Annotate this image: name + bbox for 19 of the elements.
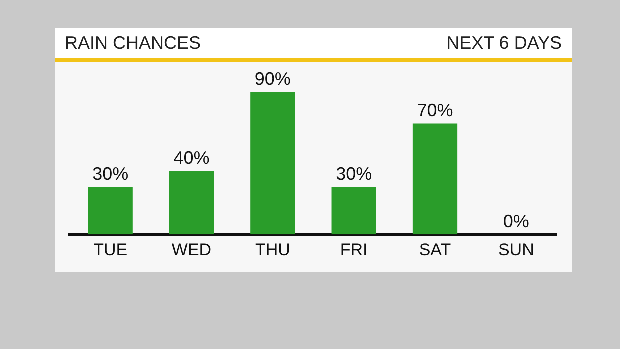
chart-subtitle: NEXT 6 DAYS xyxy=(446,33,562,54)
data-label: 0% xyxy=(503,212,530,232)
bar xyxy=(332,187,376,235)
x-tick-label: FRI xyxy=(340,240,368,260)
data-label: 40% xyxy=(174,148,210,168)
data-label: 30% xyxy=(336,164,372,184)
bar xyxy=(169,171,214,235)
x-tick-label: SUN xyxy=(498,240,534,260)
data-label: 30% xyxy=(92,164,129,184)
x-tick-label: WED xyxy=(172,240,212,260)
bar xyxy=(412,124,458,235)
chart-title: RAIN CHANCES xyxy=(65,33,202,54)
x-tick-label: THU xyxy=(255,240,290,260)
data-label: 70% xyxy=(417,100,454,121)
bar xyxy=(250,92,296,235)
data-label: 90% xyxy=(254,68,291,89)
bar xyxy=(88,187,133,235)
x-tick-label: TUE xyxy=(94,240,128,260)
x-tick-label: SAT xyxy=(419,240,452,260)
